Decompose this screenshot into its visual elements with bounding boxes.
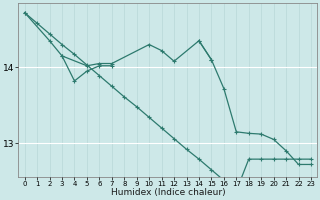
X-axis label: Humidex (Indice chaleur): Humidex (Indice chaleur) — [110, 188, 225, 197]
